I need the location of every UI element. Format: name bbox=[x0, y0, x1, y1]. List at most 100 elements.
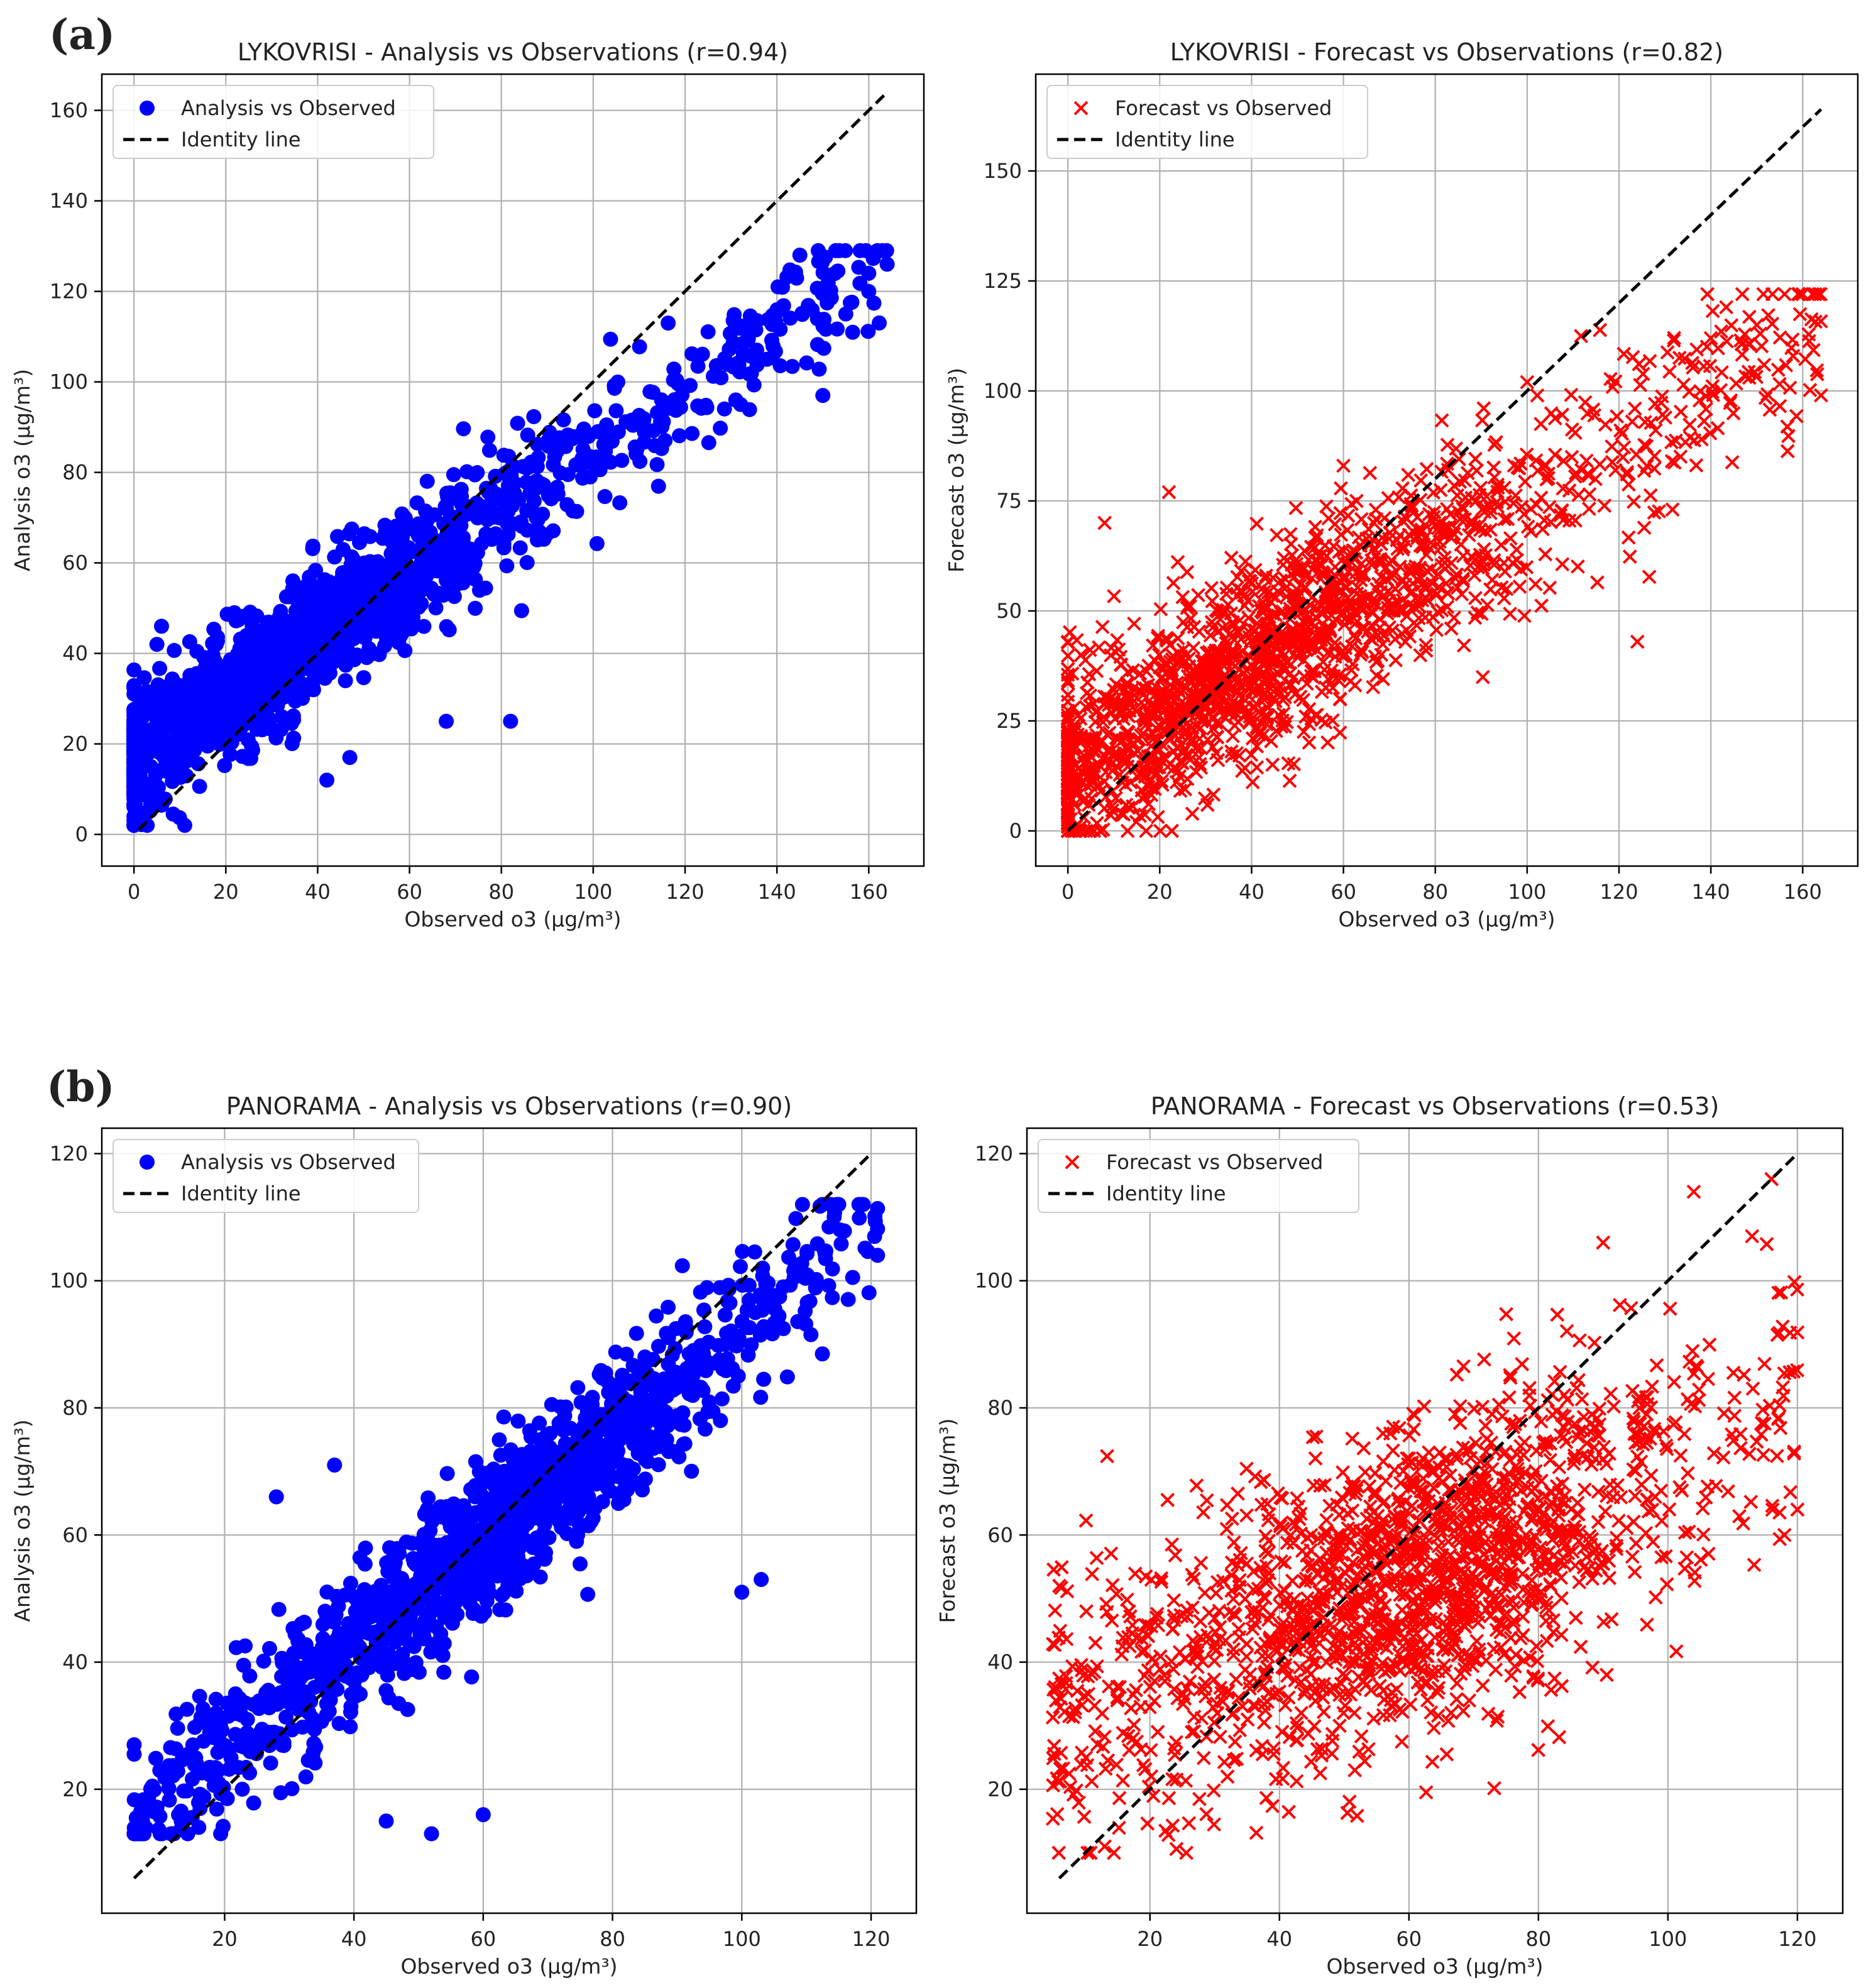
data-point bbox=[1605, 454, 1620, 470]
data-point bbox=[1735, 287, 1750, 302]
data-point bbox=[799, 355, 815, 371]
data-point bbox=[1325, 713, 1340, 728]
data-point bbox=[186, 688, 202, 703]
data-point bbox=[469, 1583, 485, 1599]
data-point bbox=[742, 402, 757, 417]
data-point bbox=[149, 637, 165, 652]
data-point bbox=[1519, 447, 1534, 462]
data-point bbox=[411, 1664, 427, 1680]
data-point bbox=[243, 750, 259, 766]
data-point bbox=[1539, 458, 1554, 473]
data-point bbox=[598, 444, 613, 459]
data-point bbox=[1418, 637, 1434, 652]
data-point bbox=[1380, 584, 1395, 599]
data-point bbox=[1380, 606, 1395, 621]
y-tick-label: 100 bbox=[984, 379, 1022, 403]
data-point bbox=[1469, 463, 1484, 478]
y-tick-label: 100 bbox=[50, 370, 88, 394]
data-point bbox=[1564, 449, 1579, 464]
data-point bbox=[1500, 512, 1515, 527]
data-point bbox=[1344, 662, 1359, 678]
data-point bbox=[1198, 654, 1213, 669]
data-point bbox=[1183, 703, 1198, 718]
data-point bbox=[815, 318, 831, 334]
data-point bbox=[627, 439, 643, 455]
data-point bbox=[870, 1248, 886, 1263]
data-point bbox=[464, 1669, 480, 1685]
data-point bbox=[141, 693, 157, 708]
data-point bbox=[1302, 701, 1317, 717]
data-point bbox=[1480, 598, 1495, 613]
data-point bbox=[1089, 664, 1104, 678]
data-point bbox=[1249, 760, 1265, 775]
data-point bbox=[575, 470, 591, 486]
y-tick-label: 40 bbox=[62, 1650, 88, 1674]
data-point bbox=[297, 590, 313, 606]
data-point bbox=[436, 1664, 452, 1680]
data-point bbox=[683, 378, 698, 393]
data-point bbox=[168, 744, 184, 760]
data-point bbox=[1107, 589, 1121, 604]
data-point bbox=[418, 558, 434, 574]
data-point bbox=[152, 661, 168, 676]
data-point bbox=[1388, 653, 1403, 667]
data-point bbox=[419, 473, 435, 489]
data-point bbox=[861, 265, 877, 281]
data-point bbox=[1452, 451, 1466, 466]
data-point bbox=[1432, 534, 1447, 549]
data-point bbox=[674, 1258, 690, 1273]
data-point bbox=[1733, 333, 1748, 348]
data-point bbox=[1469, 493, 1483, 508]
data-point bbox=[1157, 657, 1172, 671]
data-point bbox=[1204, 581, 1219, 596]
data-point bbox=[195, 711, 211, 727]
data-point bbox=[1808, 287, 1823, 302]
data-point bbox=[1234, 563, 1249, 578]
data-point bbox=[493, 1506, 509, 1522]
y-tick-label: 0 bbox=[75, 823, 88, 847]
data-point bbox=[603, 331, 618, 347]
data-point bbox=[126, 714, 142, 730]
data-point bbox=[1723, 395, 1738, 410]
x-tick-label: 80 bbox=[1422, 880, 1448, 904]
data-point bbox=[684, 426, 700, 441]
data-point bbox=[1265, 757, 1280, 772]
data-point bbox=[1344, 609, 1359, 624]
data-point bbox=[516, 1513, 532, 1529]
data-point bbox=[1105, 803, 1120, 818]
data-point bbox=[1724, 318, 1739, 333]
data-point bbox=[514, 1458, 530, 1473]
data-point bbox=[1476, 401, 1491, 416]
data-point bbox=[610, 1443, 626, 1459]
data-point bbox=[163, 1740, 178, 1755]
data-point bbox=[1297, 544, 1312, 558]
data-point bbox=[577, 1438, 593, 1454]
data-point bbox=[331, 640, 346, 656]
data-point bbox=[529, 1530, 545, 1546]
data-point bbox=[1610, 409, 1625, 424]
data-point bbox=[1366, 679, 1381, 695]
data-point bbox=[439, 619, 454, 635]
data-point bbox=[388, 600, 403, 615]
data-point bbox=[852, 1210, 867, 1226]
x-axis-label: Observed o3 (µg/m³) bbox=[404, 907, 621, 931]
data-point bbox=[1102, 741, 1117, 756]
data-point bbox=[303, 1693, 319, 1709]
data-point bbox=[1699, 402, 1713, 417]
data-point bbox=[234, 1781, 250, 1797]
data-point bbox=[729, 1338, 745, 1354]
data-point bbox=[1741, 365, 1756, 379]
data-point bbox=[1107, 692, 1122, 707]
data-point bbox=[319, 1707, 334, 1723]
data-point bbox=[412, 1578, 428, 1594]
data-point bbox=[1335, 649, 1350, 664]
x-tick-label: 60 bbox=[1331, 880, 1356, 904]
data-point bbox=[654, 392, 669, 408]
data-point bbox=[461, 1595, 477, 1610]
data-point bbox=[1281, 755, 1296, 771]
data-point bbox=[1178, 681, 1193, 696]
data-point bbox=[1467, 519, 1482, 534]
data-point bbox=[580, 1586, 596, 1602]
data-point bbox=[1597, 498, 1612, 513]
data-point bbox=[285, 1621, 301, 1637]
